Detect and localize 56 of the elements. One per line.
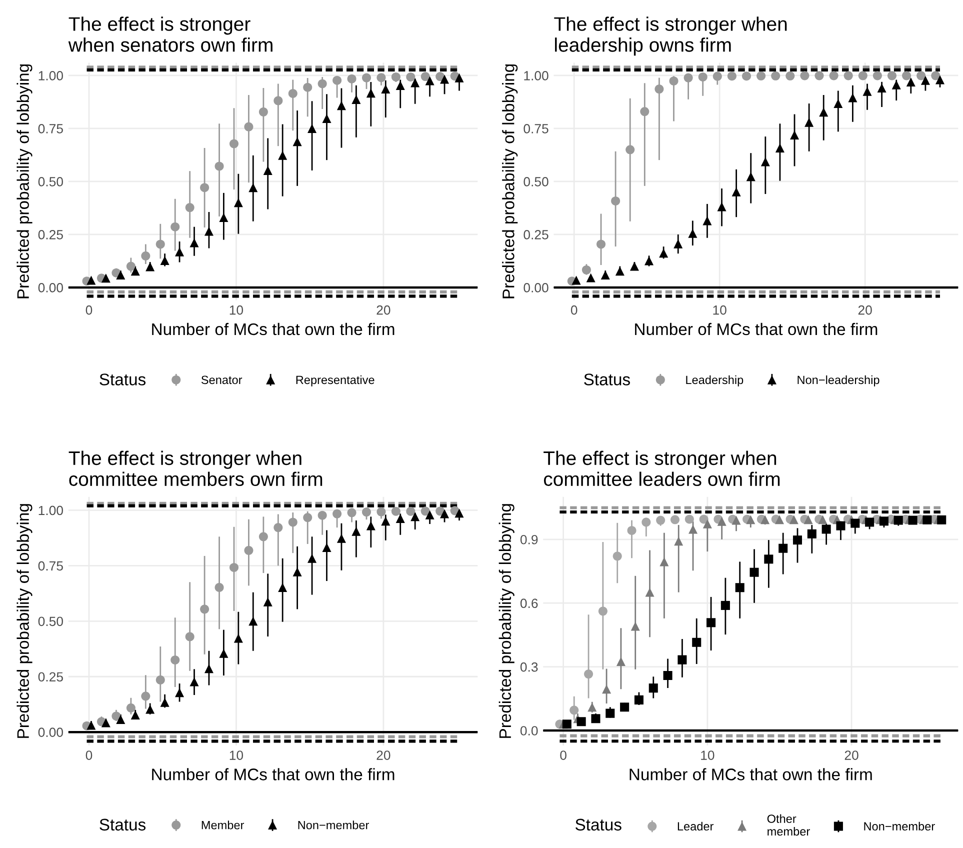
y-axis-title: Predicted probability of lobbying [16, 504, 32, 738]
y-axis-title: Predicted probability of lobbying [16, 64, 32, 298]
y-tick-label: 0.75 [38, 561, 63, 571]
legend-label: Non−member [298, 820, 369, 830]
y-tick-label: 0.00 [38, 728, 63, 737]
legend-title: Status [576, 818, 622, 831]
y-tick-label: 0.25 [524, 230, 548, 240]
chart-title: The effect is stronger when leadership owns firm [554, 16, 787, 56]
legend-title: Status [100, 818, 146, 831]
legend-label: Leader [678, 822, 714, 831]
y-tick-label: 0.0 [520, 726, 538, 736]
x-axis-title: Number of MCs that own the firm [152, 322, 394, 336]
legend-label: Other member [767, 814, 810, 836]
x-tick-label: 10 [230, 305, 244, 315]
y-tick-label: 1.00 [524, 71, 548, 80]
x-tick-label: 0 [86, 305, 92, 315]
x-tick-label: 10 [230, 750, 244, 760]
y-tick-label: 0.75 [38, 124, 63, 134]
y-tick-label: 0.50 [524, 177, 548, 186]
y-tick-label: 0.50 [38, 616, 63, 626]
y-tick-label: 0.3 [520, 662, 538, 672]
y-tick-label: 1.00 [38, 71, 63, 80]
y-axis-title: Predicted probability of lobbying [502, 64, 518, 298]
x-tick-label: 10 [713, 305, 726, 315]
legend-label: Non−leadership [798, 375, 880, 386]
x-axis-title: Number of MCs that own the firm [635, 322, 878, 336]
legend-title: Status [584, 374, 630, 386]
x-tick-label: 20 [844, 750, 858, 760]
chart-title: The effect is stronger when committee members own firm [68, 450, 322, 486]
x-tick-label: 20 [376, 750, 390, 760]
y-tick-label: 0.75 [524, 124, 548, 134]
chart-title: The effect is stronger when committee leaders own firm [544, 450, 780, 486]
legend-label: Senator [201, 376, 242, 384]
y-tick-label: 0.6 [520, 598, 538, 608]
x-tick-label: 20 [858, 305, 872, 315]
x-tick-label: 10 [701, 750, 714, 760]
y-tick-label: 1.00 [38, 506, 63, 516]
x-tick-label: 20 [376, 305, 390, 315]
y-tick-label: 0.00 [524, 283, 548, 292]
y-tick-label: 0.50 [38, 177, 63, 186]
x-axis-title: Number of MCs that own the firm [152, 768, 394, 780]
legend-title: Status [100, 374, 146, 386]
legend-label: Leadership [686, 375, 744, 386]
x-tick-label: 0 [560, 750, 566, 760]
x-axis-title: Number of MCs that own the firm [630, 768, 872, 780]
chart-title: The effect is stronger when senators own firm [68, 16, 272, 52]
y-tick-label: 0.9 [520, 534, 538, 544]
y-tick-label: 0.00 [38, 283, 63, 292]
legend-label: Member [202, 820, 244, 830]
legend-label: Non−member [864, 822, 935, 831]
y-tick-label: 0.25 [38, 672, 63, 682]
x-tick-label: 0 [86, 750, 92, 760]
y-axis-title: Predicted probability of lobbying [498, 504, 514, 738]
legend-label: Representative [296, 375, 374, 386]
y-tick-label: 0.25 [38, 230, 63, 240]
x-tick-label: 0 [570, 305, 578, 315]
